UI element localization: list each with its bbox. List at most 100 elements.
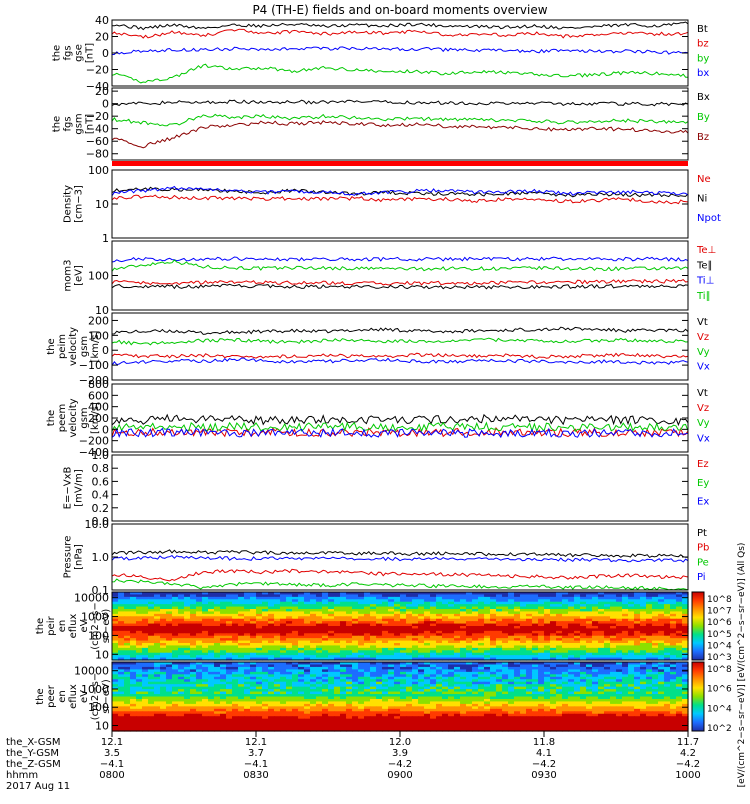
y-axis-label-line: mom3 (63, 260, 74, 292)
legend-entry: Vx (697, 433, 710, 444)
legend-entry: Ni (697, 193, 707, 204)
y-axis-label-line: Pressure (63, 536, 74, 579)
y-tick-label: −20 (86, 64, 109, 77)
series-line-Pb (112, 569, 688, 581)
y-axis-label-line: E=−VxB (63, 467, 74, 510)
y-axis-label-line: (cm2−s− (90, 602, 101, 649)
y-axis-label: Density[cm−3] (63, 185, 85, 223)
y-axis-label-line: Density (63, 185, 74, 223)
series-line-Pi (112, 556, 688, 562)
panels: 40200−20−40thefgsgse[nT]Btbzbybx200−20−4… (35, 14, 721, 733)
y-axis-label-line: eV (79, 619, 90, 632)
y-tick-label: 0 (102, 98, 109, 111)
legend-entry: Ex (697, 497, 709, 508)
y-axis-label-line: gse (74, 44, 85, 62)
series-line-Vz (112, 353, 688, 358)
legend-entry: Ti∥ (696, 291, 711, 302)
y-axis-label-line: peim (57, 334, 68, 359)
legend-entry: Vt (697, 317, 708, 328)
spectrogram (112, 662, 689, 732)
y-axis-label-line: [mV/m] (74, 469, 85, 507)
legend-entry: Vx (697, 362, 710, 373)
series-line-Vt (112, 415, 688, 425)
y-axis-label-line: [eV] (74, 265, 85, 286)
y-axis-label-line: gsm (74, 113, 85, 134)
y-axis-label-line: the (35, 618, 46, 634)
y-axis-label-line: eflux (68, 614, 79, 639)
y-tick-label: 1.0 (92, 551, 110, 564)
panel-frame (112, 524, 688, 590)
y-tick-label: 10.0 (85, 518, 110, 531)
legend-entry: Bx (697, 92, 710, 103)
y-axis-label-line: [nT] (85, 43, 96, 63)
y-axis-label-line: fgs (63, 116, 74, 131)
legend-entry: by (697, 53, 709, 64)
y-tick-label: 20 (95, 85, 109, 98)
y-axis-label: thepeirenefluxeV(cm2−s−sr−eV) (35, 602, 112, 649)
y-tick-label: 0 (102, 344, 109, 357)
y-axis-label-line: [nPa] (74, 544, 85, 570)
y-axis-label: thepeimvelocitygsm[km/s] (46, 327, 101, 366)
y-axis-label-line: fgs (63, 45, 74, 60)
series-line-Vx (112, 358, 688, 365)
series-line-Ti⊥ (112, 257, 688, 262)
series-line-Vy (112, 338, 688, 345)
legend-entry: Ti⊥ (696, 276, 714, 287)
y-axis-label: thefgsgsm[nT] (52, 113, 96, 134)
series-line-Bz (112, 121, 688, 148)
series-line-Te∥ (112, 284, 688, 289)
spectrogram (112, 592, 689, 661)
series-line-Ti∥ (112, 260, 688, 271)
series-line-bx (112, 47, 688, 55)
y-axis-label: Pressure[nPa] (63, 536, 85, 579)
legend-entry: By (697, 112, 710, 123)
y-axis-label: E=−VxB[mV/m] (63, 467, 85, 510)
legend-entry: Te∥ (696, 260, 713, 271)
y-tick-label: 0.6 (92, 475, 110, 488)
legend-entry: Vz (697, 332, 709, 343)
legend-entry: Bz (697, 132, 709, 143)
y-axis-label-line: the (52, 116, 63, 132)
legend-entry: Vy (697, 347, 710, 358)
panel-frame (112, 313, 688, 380)
legend-entry: Ey (697, 478, 709, 489)
y-axis-label-line: the (52, 45, 63, 61)
y-tick-label: 20 (95, 31, 109, 44)
y-tick-label: 1 (102, 232, 109, 245)
y-tick-label: 0 (102, 47, 109, 60)
legend-entry: Pe (697, 557, 709, 568)
series-line-Ne (112, 195, 688, 204)
series-line-bz (112, 29, 688, 38)
legend-entry: Ne (697, 174, 711, 185)
y-axis-label-line: [km/s] (90, 402, 101, 434)
legend-entry: Te⊥ (696, 245, 716, 256)
y-tick-label: 0.2 (92, 502, 110, 515)
y-tick-label: −60 (86, 135, 109, 148)
y-axis-label: thepeemvelocitygsm[km/s] (46, 398, 101, 437)
series-line-Vt (112, 327, 688, 334)
y-axis-label-line: gsm (79, 407, 90, 428)
legend-entry: Pi (697, 572, 706, 583)
legend-entry: Bt (697, 24, 708, 35)
panel-9: 10000100010010thepeirenefluxeV(cm2−s−sr−… (35, 592, 689, 662)
panel-6: 8006004002000−200−400thepeemvelocitygsm[… (46, 378, 710, 459)
y-axis-label-line: [km/s] (90, 330, 101, 362)
y-tick-label: 100 (88, 270, 109, 283)
legend-entry: Vz (697, 403, 709, 414)
series-line-Pe (112, 579, 688, 590)
panel-frame (112, 88, 688, 160)
legend-entry: Ez (697, 459, 709, 470)
y-axis-label: thefgsgse[nT] (52, 43, 96, 63)
panel-5: 2001000−100−200thepeimvelocitygsm[km/s]V… (46, 313, 710, 387)
series-line-Te⊥ (112, 280, 688, 285)
panel-10: 10000100010010thepeerenefluxeV(cm2−s−sr−… (35, 662, 689, 733)
y-axis-label-line: en (57, 620, 68, 633)
